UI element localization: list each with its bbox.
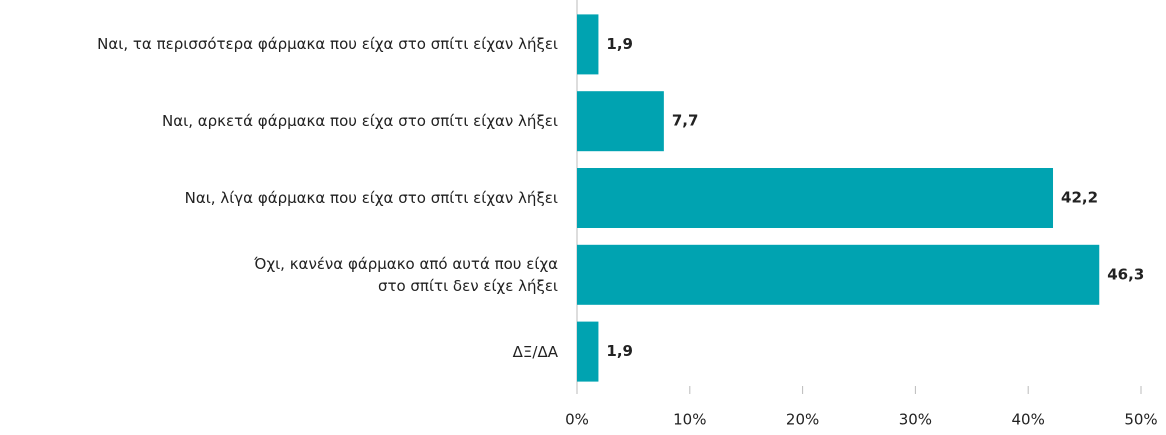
bar bbox=[577, 14, 599, 75]
x-tick-label: 30% bbox=[899, 411, 932, 429]
value-label: 7,7 bbox=[672, 112, 699, 130]
value-label: 46,3 bbox=[1107, 265, 1144, 283]
category-label: Ναι, τα περισσότερα φάρμακα που είχα στο… bbox=[97, 35, 558, 54]
x-tick-label: 40% bbox=[1012, 411, 1045, 429]
category-label: Ναι, λίγα φάρμακα που είχα στο σπίτι είχ… bbox=[184, 189, 558, 207]
bar bbox=[577, 321, 599, 382]
bar bbox=[577, 244, 1100, 305]
bar bbox=[577, 91, 664, 152]
x-tick-label: 10% bbox=[673, 411, 706, 429]
x-tick-label: 50% bbox=[1124, 411, 1157, 429]
category-label: Ναι, αρκετά φάρμακα που είχα στο σπίτι ε… bbox=[162, 112, 558, 131]
x-tick-label: 0% bbox=[565, 411, 589, 429]
category-label: ΔΞ/ΔΑ bbox=[512, 342, 558, 361]
value-label: 1,9 bbox=[606, 342, 633, 360]
bar bbox=[577, 168, 1054, 228]
x-tick-label: 20% bbox=[786, 411, 819, 429]
category-label: Όχι, κανένα φάρμακο από αυτά που είχα στ… bbox=[254, 254, 558, 295]
value-label: 42,2 bbox=[1061, 189, 1098, 207]
value-label: 1,9 bbox=[606, 35, 633, 53]
